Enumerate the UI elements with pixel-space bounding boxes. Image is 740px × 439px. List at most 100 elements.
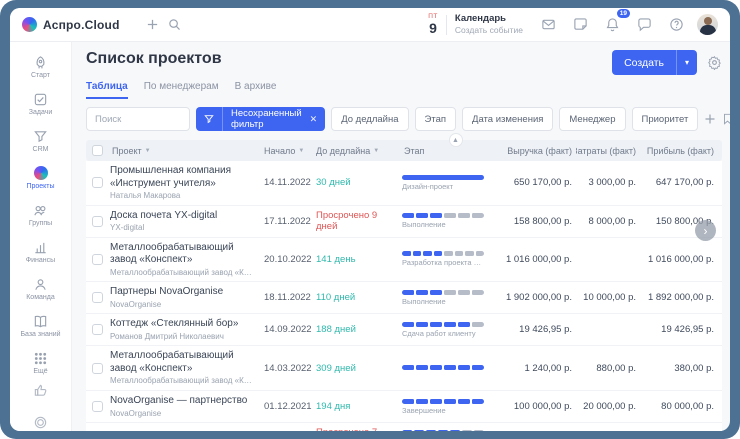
- project-subtitle: Металлообрабатывающий завод «Конспект»: [110, 376, 254, 386]
- sidebar-item-crm[interactable]: CRM: [13, 124, 69, 159]
- project-name[interactable]: Металлообрабатывающий завод «Конспект»: [110, 350, 254, 375]
- project-name[interactable]: Коттедж «Стеклянный бор»: [110, 318, 254, 331]
- start-date: 18.11.2022: [260, 288, 312, 307]
- table-row[interactable]: Металлообрабатывающий завод «Конспект» М…: [86, 346, 722, 391]
- sidebar-item-старт[interactable]: Старт: [13, 50, 69, 85]
- table-row[interactable]: NovaOrganise — партнерство NovaOrganise …: [86, 391, 722, 423]
- sort-chevron-icon: ▼: [145, 148, 151, 154]
- page-settings-gear-icon[interactable]: [707, 55, 722, 70]
- project-name[interactable]: Партнеры NovaOrganise: [110, 286, 254, 299]
- sidebar-item-команда[interactable]: Команда: [13, 272, 69, 307]
- bell-icon[interactable]: 19: [601, 14, 623, 36]
- collapse-header-button[interactable]: ▲: [449, 133, 463, 147]
- table-row[interactable]: Металлообрабатывающий завод «Конспект» М…: [86, 238, 722, 283]
- brand-name: Аспро.Cloud: [43, 18, 120, 32]
- scroll-right-button[interactable]: ›: [695, 220, 716, 241]
- chat-icon[interactable]: [633, 14, 655, 36]
- create-button-label[interactable]: Создать: [612, 50, 676, 75]
- user-avatar[interactable]: [697, 14, 718, 35]
- project-name[interactable]: Доска почета YX-digital: [110, 210, 254, 223]
- logo[interactable]: Аспро.Cloud: [22, 17, 120, 32]
- clear-filter-icon[interactable]: ✕: [308, 114, 326, 125]
- sidebar-item-группы[interactable]: Группы: [13, 198, 69, 233]
- profit-value: 1 016 000,00 р.: [640, 250, 718, 269]
- filter-bar: Несохраненный фильтр ✕ До дедлайна ЭтапДа…: [86, 107, 722, 131]
- start-date: 17.11.2022: [260, 212, 312, 231]
- app-window: Аспро.Cloud ПТ 9 Календарь Создать событ…: [10, 8, 730, 431]
- filter-chip-3[interactable]: Дата изменения: [462, 107, 553, 131]
- table-row[interactable]: Промышленная компания «Инструмент учител…: [86, 161, 722, 206]
- filter-chip-2[interactable]: Этап: [415, 107, 457, 131]
- tab-по-менеджерам[interactable]: По менеджерам: [144, 81, 219, 99]
- active-filter-chip[interactable]: Несохраненный фильтр ✕: [196, 107, 325, 131]
- sidebar-item-задачи[interactable]: Задачи: [13, 87, 69, 122]
- calendar-widget[interactable]: ПТ 9 Календарь Создать событие: [428, 13, 523, 36]
- stage-label: Дизайн-проект: [402, 182, 484, 191]
- search-input[interactable]: [86, 107, 190, 131]
- project-subtitle: NovaOrganise: [110, 409, 254, 419]
- tab-таблица[interactable]: Таблица: [86, 81, 128, 99]
- project-subtitle: Романов Дмитрий Николаевич: [110, 332, 254, 342]
- sidebar-item-база-знаний[interactable]: База знаний: [13, 309, 69, 344]
- revenue-value: 100 000,00 р.: [492, 429, 576, 431]
- search-icon[interactable]: [164, 14, 186, 36]
- notes-icon[interactable]: [569, 14, 591, 36]
- mail-icon[interactable]: [537, 14, 559, 36]
- sidebar-item-ещё[interactable]: Ещё: [13, 346, 69, 381]
- filter-chip-1[interactable]: До дедлайна: [331, 107, 408, 131]
- costs-value: 880,00 р.: [576, 359, 640, 378]
- filter-chip-4[interactable]: Менеджер: [559, 107, 625, 131]
- filter-chip-5[interactable]: Приоритет: [632, 107, 699, 131]
- create-dropdown-chevron-icon[interactable]: ▾: [677, 50, 697, 75]
- project-subtitle: YX-digital: [110, 223, 254, 233]
- tab-в-архиве[interactable]: В архиве: [235, 81, 277, 99]
- row-checkbox[interactable]: [92, 292, 103, 303]
- tasks-icon: [33, 91, 49, 107]
- profit-value: 19 426,95 р.: [640, 320, 718, 339]
- start-date: 14.03.2022: [260, 359, 312, 378]
- projects-table: ▲ Проект▼Начало▼До дедлайна▼ЭтапВыручка …: [86, 140, 722, 431]
- add-filter-icon[interactable]: [704, 108, 716, 130]
- revenue-value: 1 240,00 р.: [492, 359, 576, 378]
- project-subtitle: Металлообрабатывающий завод «Конспект»: [110, 268, 254, 278]
- stage-progress-bar: [402, 213, 484, 218]
- project-name[interactable]: NovaOrganise — партнерство: [110, 395, 254, 408]
- row-checkbox[interactable]: [92, 363, 103, 374]
- sidebar-item-label: Ещё: [33, 368, 47, 376]
- help-icon[interactable]: [665, 14, 687, 36]
- device-frame: Аспро.Cloud ПТ 9 Календарь Создать событ…: [0, 0, 740, 439]
- column-header-1[interactable]: Проект▼: [108, 146, 260, 156]
- sidebar-item-label: CRM: [33, 146, 49, 154]
- quick-add-button[interactable]: [142, 14, 164, 36]
- sidebar-item-проекты[interactable]: Проекты: [13, 161, 69, 196]
- bookmark-icon[interactable]: [722, 108, 730, 130]
- row-checkbox[interactable]: [92, 216, 103, 227]
- project-name[interactable]: Промышленная компания «Инструмент учител…: [110, 165, 254, 190]
- table-row[interactable]: Партнеры NovaOrganise NovaOrganise 18.11…: [86, 282, 722, 314]
- sidebar-item-финансы[interactable]: Финансы: [13, 235, 69, 270]
- column-header-4: Этап: [400, 146, 492, 156]
- row-checkbox[interactable]: [92, 401, 103, 412]
- project-name[interactable]: Металлообрабатывающий завод «Конспект»: [110, 242, 254, 267]
- table-row[interactable]: Коттедж «Стеклянный бор» Романов Дмитрий…: [86, 314, 722, 346]
- table-row[interactable]: Доска почета YX-digital YX-digital 17.11…: [86, 206, 722, 238]
- select-all-checkbox[interactable]: [92, 145, 103, 156]
- stage-progress-bar: [402, 251, 484, 256]
- create-button[interactable]: Создать ▾: [612, 50, 697, 75]
- revenue-value: 1 016 000,00 р.: [492, 250, 576, 269]
- row-checkbox[interactable]: [92, 254, 103, 265]
- marketplace-icon[interactable]: [33, 415, 48, 431]
- main-content: Список проектов Создать ▾ ТаблицаПо мене…: [72, 42, 730, 431]
- deadline-value: 188 дней: [312, 320, 400, 339]
- referral-icon[interactable]: [33, 383, 48, 403]
- costs-value: 8 000,00 р.: [576, 212, 640, 231]
- row-checkbox[interactable]: [92, 324, 103, 335]
- calendar-create-event[interactable]: Создать событие: [455, 25, 523, 36]
- stage-progress-bar: [402, 290, 484, 295]
- table-row[interactable]: ХМАО- Сургут 01.12.2022 Просрочено 7 дне…: [86, 423, 722, 431]
- column-header-3[interactable]: До дедлайна▼: [312, 146, 400, 156]
- row-checkbox[interactable]: [92, 177, 103, 188]
- column-header-2[interactable]: Начало▼: [260, 146, 312, 156]
- revenue-value: 19 426,95 р.: [492, 320, 576, 339]
- start-date: 01.12.2022: [260, 429, 312, 431]
